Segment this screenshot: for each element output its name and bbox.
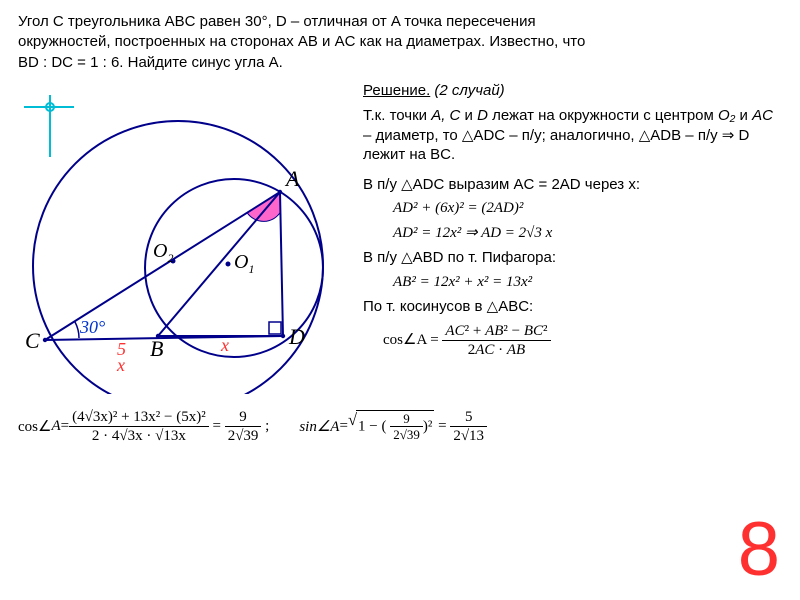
solution-p3: В п/у △ABD по т. Пифагора: — [363, 248, 782, 268]
svg-text:C: C — [25, 328, 40, 353]
problem-line2: окружностей, построенных на сторонах AB … — [18, 33, 585, 50]
cosA-rhs-num: 9 — [225, 408, 262, 427]
sinA-rhs-num: 5 — [450, 408, 487, 427]
solution-panel: Решение. (2 случай) Т.к. точки A, C и D … — [363, 79, 782, 398]
cosA-den: 2 · 4√3x · √13x — [69, 427, 209, 445]
svg-text:О2: О2 — [153, 240, 173, 265]
bottom-equations: cos∠A = (4√3x)² + 13x² − (5x)² 2 · 4√3x … — [18, 408, 782, 445]
cosA-rhs-den: 2√39 — [225, 427, 262, 445]
problem-statement: Угол C треугольника ABC равен 30°, D – о… — [18, 12, 782, 73]
svg-text:30°: 30° — [79, 317, 105, 337]
diagram-panel: ABCDО1О230°x5x — [18, 79, 353, 398]
equation-cos-def: cos∠A = AC² + AB² − BC² 2AC · AB — [383, 322, 782, 359]
geometry-diagram: ABCDО1О230°x5x — [18, 79, 353, 394]
problem-line1: Угол C треугольника ABC равен 30°, D – о… — [18, 13, 536, 30]
svg-text:B: B — [150, 336, 163, 361]
sinA-rhs-den: 2√13 — [450, 427, 487, 445]
svg-text:О1: О1 — [234, 251, 254, 276]
solution-p4: По т. косинусов в △ABC: — [363, 297, 782, 317]
equation-2: AD² = 12x² ⇒ AD = 2√3 x — [393, 223, 782, 242]
problem-line3: BD : DC = 1 : 6. Найдите синус угла A. — [18, 54, 283, 71]
cos-fraction: AC² + AB² − BC² 2AC · AB — [442, 322, 550, 359]
equation-3: AB² = 12x² + x² = 13x² — [393, 274, 782, 291]
cosA-num: (4√3x)² + 13x² − (5x)² — [69, 408, 209, 427]
solution-p1: Т.к. точки A, C и D лежат на окружности … — [363, 106, 782, 165]
svg-text:x: x — [220, 335, 229, 355]
solution-title: Решение. — [363, 82, 430, 99]
answer-digit: 8 — [738, 512, 780, 588]
cosA-computation: cos∠A = (4√3x)² + 13x² − (5x)² 2 · 4√3x … — [18, 408, 269, 445]
svg-text:A: A — [284, 166, 300, 191]
svg-text:x: x — [116, 355, 125, 375]
svg-text:D: D — [288, 324, 305, 349]
solution-case: (2 случай) — [434, 82, 504, 99]
solution-p2: В п/у △ADC выразим AC = 2AD через x: — [363, 175, 782, 195]
solution-header: Решение. (2 случай) — [363, 81, 782, 101]
equation-1: AD² + (6x)² = (2AD)² — [393, 200, 782, 217]
sinA-computation: sin∠A = 1 − ( 9 2√39 )² = 5 2√13 — [299, 408, 487, 445]
